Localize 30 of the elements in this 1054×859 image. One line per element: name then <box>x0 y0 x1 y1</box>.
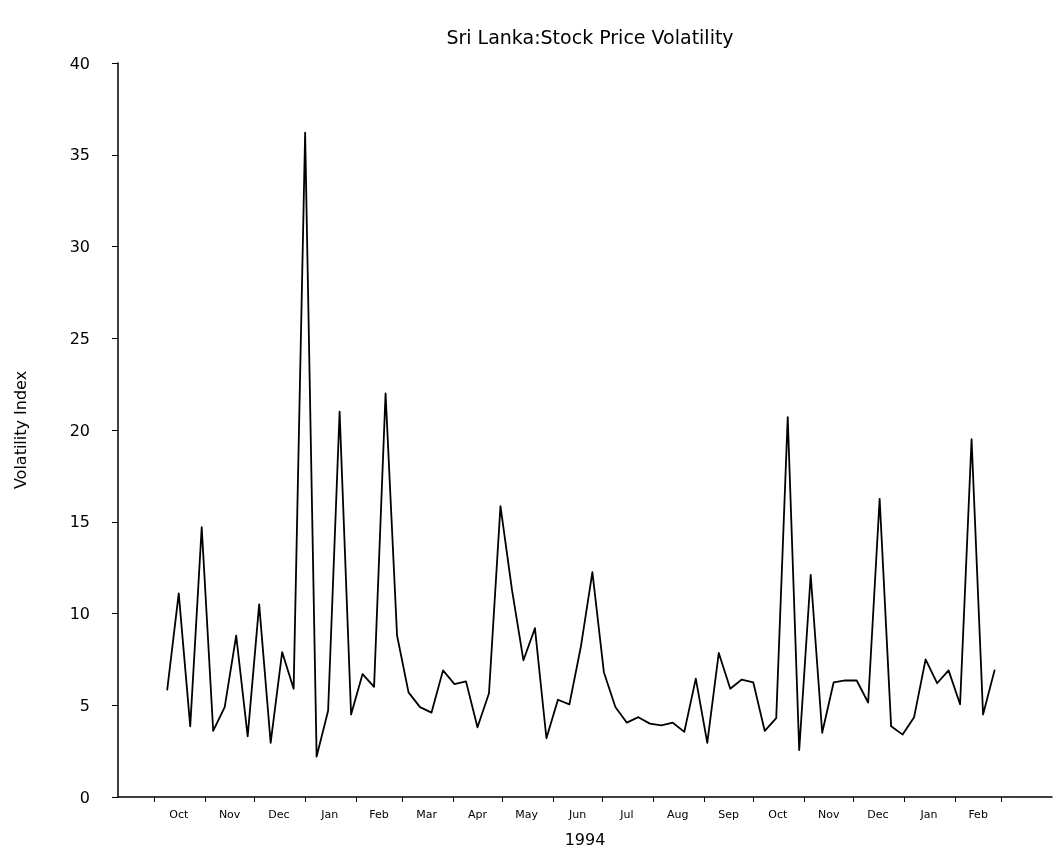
x-tick-label: Dec <box>867 808 889 821</box>
y-tick-label: 30 <box>69 237 90 256</box>
y-tick-label: 20 <box>69 420 90 440</box>
x-axis-title: 1994 <box>564 829 606 849</box>
x-tick-label: Feb <box>369 808 389 821</box>
y-tick-label: 10 <box>69 604 90 623</box>
x-tick-label: Jun <box>568 808 587 821</box>
x-tick-label: Nov <box>218 808 241 821</box>
x-tick-label: Nov <box>818 808 840 821</box>
x-tick-label: Sep <box>718 808 740 821</box>
x-tick-label: Feb <box>968 808 988 821</box>
x-tick-label: May <box>515 808 539 821</box>
chart-title: Sri Lanka:Stock Price Volatility <box>446 25 734 48</box>
line-series <box>166 131 996 758</box>
y-tick-label: 40 <box>69 53 90 73</box>
x-tick-label: Jan <box>919 808 938 821</box>
y-tick-label: 5 <box>79 695 90 715</box>
x-tick-label: Apr <box>467 808 488 821</box>
x-tick-label: Aug <box>667 808 689 821</box>
y-tick-label: 25 <box>69 328 90 348</box>
y-tick-label: 35 <box>69 145 90 165</box>
y-tick-label: 15 <box>69 512 90 532</box>
x-tick-label: Mar <box>416 808 438 821</box>
x-tick-label: Oct <box>169 808 189 821</box>
x-tick-label: Dec <box>268 808 290 821</box>
x-tick-label: Jan <box>320 808 339 821</box>
y-axis-title: Volatility Index <box>10 370 30 490</box>
x-tick-label: Jul <box>619 808 634 821</box>
x-tick-label: Oct <box>768 808 789 821</box>
y-tick-label: 0 <box>79 787 90 807</box>
